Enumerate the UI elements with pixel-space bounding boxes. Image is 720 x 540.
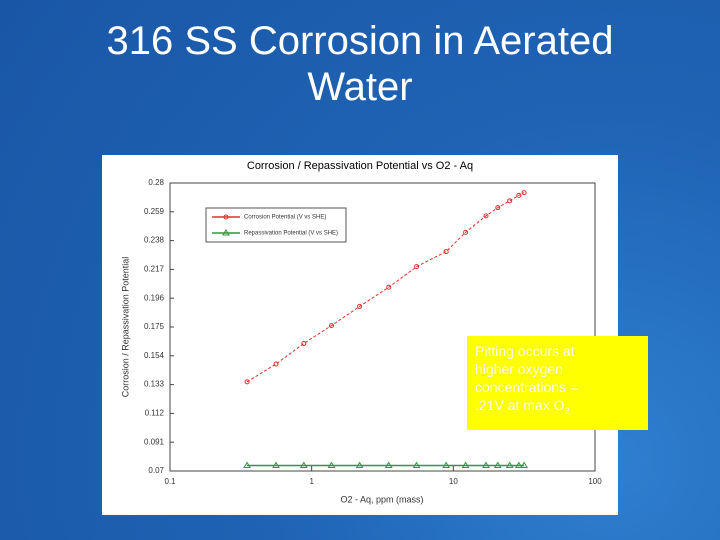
- marker: [442, 461, 451, 469]
- marker: [461, 461, 470, 469]
- callout-line: higher oxygen: [475, 361, 563, 377]
- marker: [505, 461, 514, 469]
- y-tick-label: 0.154: [144, 351, 165, 360]
- marker: [272, 461, 280, 469]
- marker: [386, 284, 392, 290]
- marker: [514, 461, 523, 469]
- marker: [414, 264, 420, 270]
- legend-label: Corrosion Potential (V vs SHE): [244, 215, 326, 221]
- y-tick-label: 0.238: [144, 236, 165, 245]
- marker: [412, 461, 421, 469]
- y-tick-label: 0.112: [145, 409, 165, 418]
- x-tick-label: 100: [588, 477, 602, 486]
- marker: [273, 361, 279, 367]
- callout-line: .21V at max O2: [475, 396, 640, 420]
- marker: [507, 198, 513, 204]
- callout-line: Pitting occurs at: [475, 343, 575, 359]
- legend-marker: [222, 229, 230, 236]
- marker: [328, 323, 334, 329]
- title-line: 316 SS Corrosion in Aerated: [106, 19, 614, 63]
- marker: [521, 190, 527, 196]
- y-tick-label: 0.196: [144, 293, 165, 302]
- y-tick-label: 0.175: [144, 322, 165, 331]
- marker: [463, 229, 469, 235]
- marker: [483, 213, 489, 219]
- marker: [482, 461, 490, 469]
- x-tick-label: 10: [449, 477, 458, 486]
- y-tick-label: 0.259: [144, 207, 165, 216]
- marker: [495, 205, 501, 211]
- marker: [299, 461, 308, 469]
- y-tick-label: 0.091: [144, 437, 165, 446]
- callout-text: .21V at max O: [475, 397, 565, 413]
- marker: [327, 461, 336, 469]
- marker: [493, 461, 502, 469]
- y-axis-label: Corrosion / Repassivation Potential: [120, 257, 130, 398]
- legend-label: Repassivation Potential (V vs SHE): [244, 231, 338, 237]
- marker: [357, 303, 363, 309]
- marker: [516, 192, 522, 198]
- y-tick-label: 0.217: [144, 265, 165, 274]
- y-tick-label: 0.28: [148, 178, 164, 187]
- marker: [301, 340, 307, 346]
- x-axis-label: O2 - Aq, ppm (mass): [340, 494, 423, 504]
- marker: [520, 461, 529, 469]
- callout-subscript: 2: [564, 405, 570, 416]
- slide-title: 316 SS Corrosion in Aerated Water: [0, 18, 720, 110]
- x-tick-label: 0.1: [164, 477, 176, 486]
- chart-title: Corrosion / Repassivation Potential vs O…: [247, 160, 473, 172]
- chart-background: [102, 155, 618, 515]
- callout-line: concentrations =: [475, 379, 579, 395]
- y-tick-label: 0.133: [144, 380, 165, 389]
- marker: [243, 461, 251, 469]
- legend-box: [205, 207, 347, 243]
- marker: [355, 461, 364, 469]
- marker: [443, 249, 449, 255]
- title-line: Water: [307, 65, 413, 109]
- y-tick-label: 0.07: [148, 466, 164, 475]
- x-tick-label: 1: [309, 477, 314, 486]
- callout: Pitting occurs at higher oxygen concentr…: [467, 336, 648, 430]
- marker: [384, 461, 393, 469]
- legend-marker: [223, 214, 229, 220]
- marker: [244, 379, 250, 385]
